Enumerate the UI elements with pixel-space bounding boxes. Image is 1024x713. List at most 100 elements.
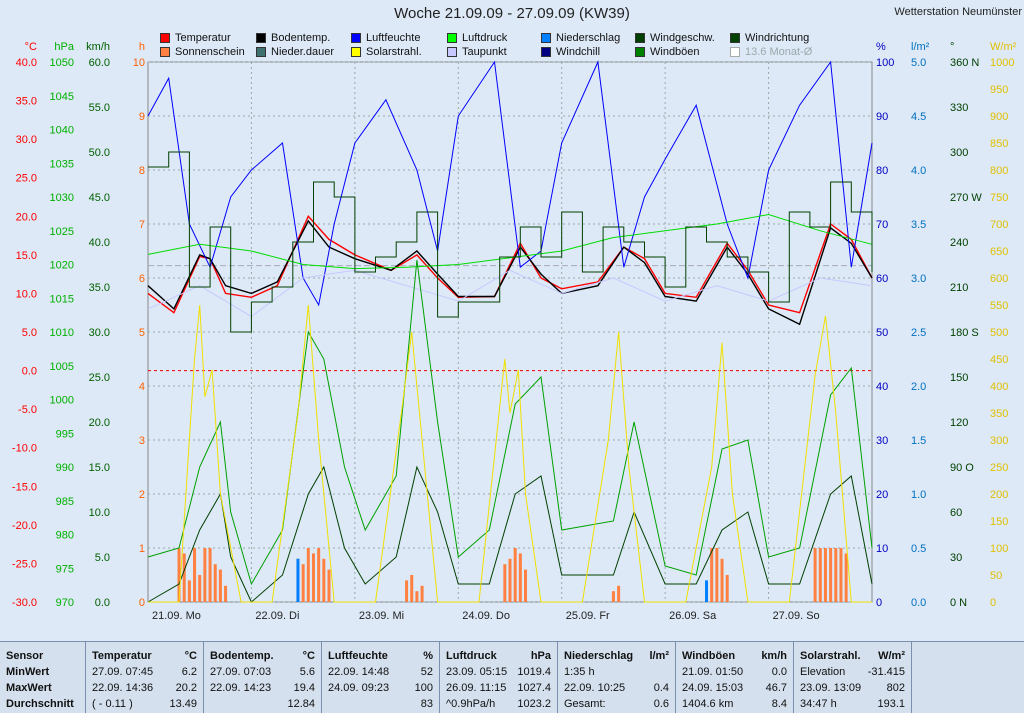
legend-label: Solarstrahl. [366,46,422,58]
wind-axis-tick-label: 5.0 [95,552,110,564]
avg-label: 34:47 h [800,698,837,710]
sunshine-bar [508,558,512,602]
rain-axis-tick-label: 3.0 [911,273,926,285]
avg-label: ( - 0.11 ) [92,698,133,710]
legend-swatch [256,47,266,57]
legend-swatch [730,33,740,43]
humidity-axis-tick-label: 50 [876,327,888,339]
avg-label: 1404.6 km [682,698,734,710]
direction-axis-tick-label: 90 O [950,462,974,474]
legend-windchill: Windchill [541,45,600,59]
sunshine-bar [327,569,331,602]
solar-axis-tick-label: 900 [990,111,1008,123]
col-unit: °C [184,650,197,662]
sun-axis-tick-label: 0 [139,597,145,609]
direction-axis-tick-label: 360 N [950,57,979,69]
direction-axis-tick-label: 240 [950,237,968,249]
avg-value: 13.49 [169,698,197,710]
humidity-axis-tick-label: 40 [876,381,888,393]
col-title: Luftdruck [446,650,497,662]
sunshine-bar [306,548,310,602]
temp-axis-tick-label: 25.0 [16,173,37,185]
temp-axis-tick-label: 40.0 [16,57,37,69]
pressure-axis-tick-label: 1040 [50,125,74,137]
rain-axis-tick-label: 1.0 [911,489,926,501]
sunshine-bar [198,575,202,602]
sunshine-bar [405,580,409,602]
rain-axis-tick-label: 1.5 [911,435,926,447]
humidity-axis-tick-label: 80 [876,165,888,177]
col-title: Temperatur [92,650,152,662]
min-time: 27.09. 07:03 [210,666,272,678]
sunshine-bar [844,553,848,602]
row-label-max: MaxWert [6,682,52,694]
sunshine-bar [218,569,222,602]
legend-taupunkt: Taupunkt [447,45,507,59]
temp-axis-tick-label: 20.0 [16,211,37,223]
sun-axis-unit-label: h [139,41,145,53]
wind-direction-line [148,151,873,333]
sunshine-bar [213,564,217,602]
temp-axis-tick-label: 5.0 [22,327,37,339]
legend-label: Luftdruck [462,32,508,44]
temp-axis-tick-label: 10.0 [16,288,37,300]
legend-label: 13.6 Monat-Ø [745,46,813,58]
min-value: -31.415 [867,666,905,678]
sunshine-bar [203,548,207,602]
legend-label: Luftfeuchte [366,32,421,44]
legend-label: Windböen [650,46,700,58]
sunshine-bar [208,548,212,602]
sunshine-bar [317,548,321,602]
legend-luftdruck: Luftdruck [447,31,507,45]
legend-label: Windchill [556,46,601,58]
stats-row-labels: Sensor MinWert MaxWert Durchschnitt [0,642,86,713]
direction-axis-tick-label: 270 W [950,192,982,204]
rain-axis-tick-label: 5.0 [911,57,926,69]
sunshine-bar [839,548,843,602]
solar-axis-tick-label: 850 [990,138,1008,150]
legend-swatch [351,47,361,57]
solar-axis-tick-label: 200 [990,489,1008,501]
legend-temperatur: Temperatur [160,31,231,45]
min-time: 22.09. 14:48 [328,666,390,678]
col-unit: % [423,650,433,662]
humidity-axis-tick-label: 60 [876,273,888,285]
stats-col-gust: Windböen km/h 21.09. 01:50 0.0 24.09. 15:0… [676,642,794,713]
pressure-axis-tick-label: 995 [56,428,74,440]
legend-label: Temperatur [175,32,231,44]
col-title: Windböen [682,650,736,662]
temp-axis-tick-label: -10.0 [12,443,37,455]
sunshine-bar [224,585,228,602]
sunshine-bar [311,553,315,602]
legend-label: Nieder.dauer [271,46,334,58]
solar-axis-tick-label: 650 [990,246,1008,258]
pressure-axis-tick-label: 980 [56,530,74,542]
sunshine-bar [182,553,186,602]
pressure-axis-tick-label: 1045 [50,91,74,103]
wind-axis-tick-label: 50.0 [89,147,110,159]
sun-axis-tick-label: 1 [139,543,145,555]
temp-axis-tick-label: -5.0 [18,404,37,416]
sunshine-bar [503,564,507,602]
rain-bar [705,580,709,602]
avg-value: 8.4 [771,698,787,710]
sun-axis-tick-label: 9 [139,111,145,123]
rain-axis-tick-label: 2.5 [911,327,926,339]
rain-axis-tick-label: 2.0 [911,381,926,393]
sunshine-bar [322,558,326,602]
sun-axis-tick-label: 4 [139,381,145,393]
solar-axis-tick-label: 0 [990,597,996,609]
solar-axis-tick-label: 350 [990,408,1008,420]
temp-axis-tick-label: 15.0 [16,250,37,262]
solar-axis-tick-label: 250 [990,462,1008,474]
wind-axis-tick-label: 55.0 [89,102,110,114]
sunshine-bar [834,548,838,602]
solar-axis-tick-label: 400 [990,381,1008,393]
sunshine-bar [617,585,621,602]
pressure-axis-tick-label: 1020 [50,260,74,272]
sunshine-bar [611,591,615,602]
pressure-axis-tick-label: 1000 [50,395,74,407]
legend-label: Sonnenschein [175,46,245,58]
max-value: 802 [886,682,905,694]
legend-label: Niederschlag [556,32,621,44]
